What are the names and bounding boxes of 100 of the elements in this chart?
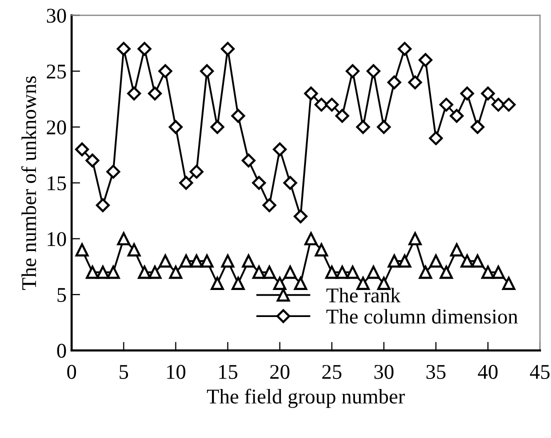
legend-label: The rank bbox=[326, 288, 401, 303]
x-tick-label: 30 bbox=[374, 364, 394, 379]
point bbox=[190, 254, 204, 268]
point bbox=[388, 254, 401, 268]
x-tick-label: 25 bbox=[322, 364, 342, 379]
point bbox=[138, 266, 152, 279]
point bbox=[117, 232, 130, 246]
point bbox=[96, 198, 110, 212]
point bbox=[232, 276, 245, 290]
point bbox=[284, 266, 297, 279]
point bbox=[502, 98, 516, 112]
point bbox=[180, 254, 193, 268]
point bbox=[481, 266, 495, 279]
point bbox=[346, 266, 360, 279]
point bbox=[304, 86, 318, 100]
point bbox=[481, 86, 495, 100]
point bbox=[210, 276, 224, 290]
point bbox=[283, 176, 298, 190]
point bbox=[460, 254, 474, 268]
point bbox=[418, 266, 432, 279]
x-tick-label: 15 bbox=[219, 364, 238, 379]
point bbox=[408, 75, 422, 90]
point bbox=[376, 120, 391, 134]
point bbox=[252, 176, 266, 190]
point bbox=[221, 254, 234, 268]
point bbox=[262, 266, 276, 279]
y-tick-label: 25 bbox=[46, 64, 66, 79]
point bbox=[325, 266, 338, 279]
y-tick-label: 0 bbox=[57, 344, 66, 358]
point bbox=[158, 254, 172, 268]
y-tick-label: 10 bbox=[48, 232, 66, 246]
point bbox=[106, 164, 120, 179]
point bbox=[242, 254, 256, 268]
point bbox=[440, 266, 453, 279]
point bbox=[366, 64, 380, 78]
point bbox=[138, 42, 152, 56]
point bbox=[335, 108, 350, 123]
point bbox=[210, 120, 224, 134]
x-tick-label: 45 bbox=[530, 365, 550, 379]
point bbox=[450, 108, 464, 123]
point bbox=[314, 98, 328, 112]
x-tick-label: 0 bbox=[67, 364, 76, 379]
point bbox=[366, 266, 380, 279]
point bbox=[158, 64, 172, 78]
point bbox=[429, 254, 443, 268]
point bbox=[200, 64, 214, 78]
point bbox=[190, 164, 204, 179]
y-tick-label: 30 bbox=[46, 8, 66, 23]
point bbox=[116, 42, 131, 56]
point bbox=[231, 108, 246, 123]
point bbox=[314, 243, 328, 256]
point bbox=[273, 276, 286, 290]
point bbox=[324, 98, 339, 112]
x-tick-label: 40 bbox=[478, 364, 498, 379]
point bbox=[450, 243, 464, 256]
point bbox=[127, 86, 142, 100]
point bbox=[200, 254, 214, 268]
point bbox=[86, 266, 100, 279]
point bbox=[502, 276, 516, 290]
point bbox=[470, 254, 484, 268]
point bbox=[408, 232, 422, 246]
point bbox=[492, 266, 505, 279]
point bbox=[387, 75, 402, 90]
x-axis-title: The field group number bbox=[206, 388, 405, 408]
point bbox=[75, 243, 89, 256]
point bbox=[252, 266, 266, 279]
x-tick-label: 20 bbox=[270, 364, 290, 379]
point bbox=[127, 243, 141, 256]
point bbox=[272, 142, 287, 156]
legend-label: The column dimension bbox=[326, 308, 518, 324]
point bbox=[148, 86, 162, 100]
point bbox=[148, 266, 162, 279]
point bbox=[262, 198, 276, 212]
point bbox=[398, 254, 412, 268]
point bbox=[169, 266, 182, 279]
point bbox=[491, 98, 506, 112]
y-tick-label: 15 bbox=[48, 176, 66, 190]
point bbox=[220, 42, 235, 56]
point bbox=[356, 120, 370, 134]
point bbox=[106, 266, 120, 279]
point bbox=[75, 142, 89, 156]
point bbox=[294, 209, 308, 224]
x-tick-label: 35 bbox=[426, 364, 446, 379]
y-tick-label: 5 bbox=[58, 288, 66, 302]
x-tick-label: 5 bbox=[120, 365, 128, 379]
point bbox=[86, 154, 100, 168]
point bbox=[439, 98, 454, 112]
point bbox=[418, 53, 432, 67]
point bbox=[96, 266, 110, 279]
point bbox=[428, 131, 443, 146]
point bbox=[346, 64, 360, 78]
point bbox=[398, 42, 412, 56]
point bbox=[336, 266, 349, 279]
point bbox=[168, 120, 183, 134]
point bbox=[304, 232, 318, 246]
y-tick-label: 20 bbox=[46, 120, 66, 134]
point bbox=[294, 276, 308, 290]
x-tick-label: 10 bbox=[167, 364, 186, 379]
y-axis-title: The number of unknowns bbox=[21, 76, 36, 290]
point bbox=[242, 154, 256, 168]
